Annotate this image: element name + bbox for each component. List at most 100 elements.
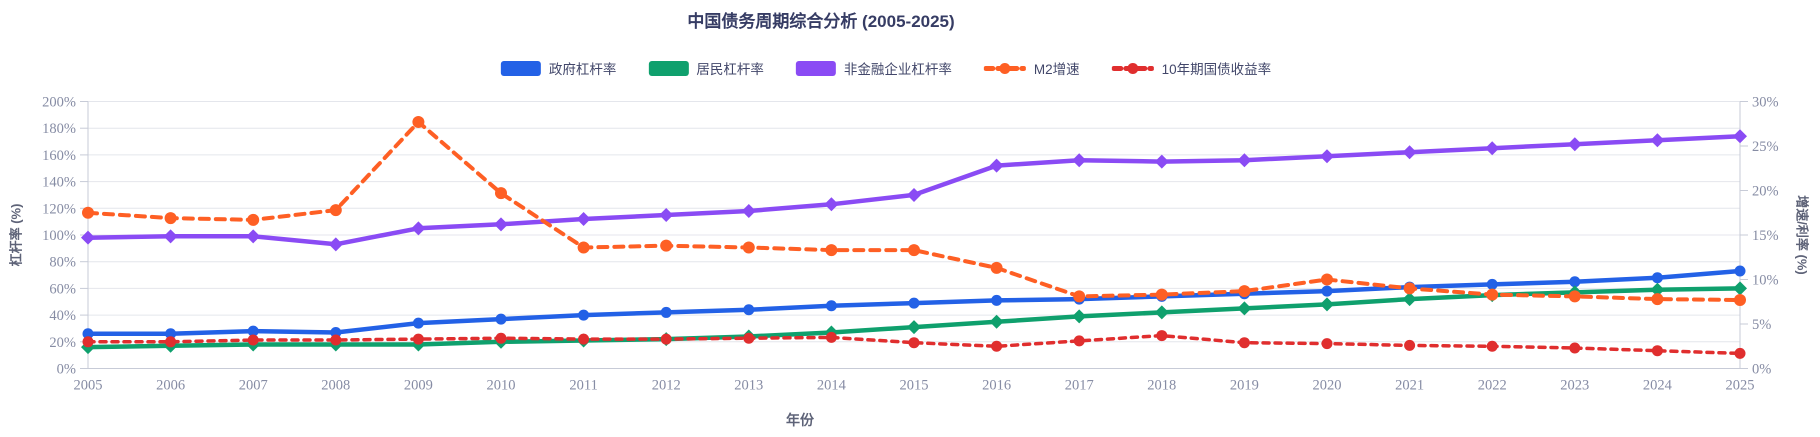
series-point-government-leverage	[412, 317, 424, 329]
series-line-m2-growth	[86, 120, 1742, 302]
series-point-government-leverage	[82, 328, 94, 340]
series-point-government-leverage	[743, 304, 755, 316]
series-point-government-leverage	[908, 297, 920, 309]
y-right-tick-label: 0%	[1752, 362, 1771, 378]
series-point-10y-treasury-yield	[165, 336, 177, 348]
series-point-government-leverage	[330, 326, 342, 338]
chart-title: 中国债务周期综合分析 (2005-2025)	[687, 12, 955, 31]
series-point-10y-treasury-yield	[991, 340, 1003, 352]
series-point-household-leverage	[1320, 297, 1334, 312]
series-point-m2-growth	[825, 244, 838, 257]
series-point-household-leverage	[907, 320, 921, 335]
series-point-household-leverage	[1650, 282, 1665, 297]
y-left-tick-label: 200%	[42, 95, 76, 111]
series-point-10y-treasury-yield	[1734, 347, 1746, 359]
series-point-corporate-leverage	[1567, 137, 1582, 152]
y-left-tick-label: 40%	[49, 308, 76, 324]
series-point-corporate-leverage	[659, 207, 674, 222]
series-point-10y-treasury-yield	[743, 332, 755, 344]
legend-swatch-government-leverage-icon	[500, 60, 541, 76]
legend-label-household-leverage: 居民杠杆率	[696, 62, 764, 77]
series-point-m2-growth	[660, 239, 673, 252]
series-point-corporate-leverage	[1320, 149, 1334, 164]
legend-item-household-leverage[interactable]: 居民杠杆率	[648, 58, 764, 78]
x-tick-label: 2016	[982, 378, 1011, 394]
legend-swatch-corporate-leverage-icon	[795, 60, 836, 76]
x-tick-label: 2020	[1313, 378, 1342, 394]
series-point-government-leverage	[247, 325, 259, 337]
series-point-corporate-leverage	[1072, 153, 1087, 168]
series-point-corporate-leverage	[576, 211, 591, 226]
x-tick-label: 2005	[74, 378, 103, 394]
series-point-corporate-leverage	[494, 217, 508, 232]
legend-item-corporate-leverage[interactable]: 非金融企业杠杆率	[795, 58, 952, 78]
x-tick-label: 2007	[239, 378, 268, 394]
y-left-tick-label: 60%	[49, 281, 76, 297]
legend-label-corporate-leverage: 非金融企业杠杆率	[843, 62, 952, 77]
series-point-10y-treasury-yield	[908, 337, 920, 349]
series-line-10y-treasury-yield	[86, 333, 1742, 356]
series-point-10y-treasury-yield	[1569, 342, 1581, 354]
series-point-m2-growth	[1651, 293, 1664, 306]
y-right-tick-label: 30%	[1752, 95, 1779, 111]
legend-label-m2-growth: M2增速	[1033, 62, 1080, 77]
x-tick-label: 2023	[1560, 378, 1589, 394]
series-point-10y-treasury-yield	[1651, 345, 1663, 357]
series-point-m2-growth	[1486, 288, 1499, 301]
series-point-corporate-leverage	[741, 203, 756, 218]
series-point-government-leverage	[578, 309, 590, 321]
x-tick-label: 2017	[1065, 378, 1094, 394]
series-point-corporate-leverage	[246, 229, 261, 244]
series-point-m2-growth	[577, 241, 590, 254]
y-left-tick-label: 100%	[42, 228, 76, 244]
x-tick-label: 2008	[321, 378, 350, 394]
y-left-tick-label: 0%	[57, 362, 76, 378]
legend-item-10y-treasury-yield[interactable]: 10年期国债收益率	[1111, 58, 1272, 78]
series-point-corporate-leverage	[81, 230, 95, 245]
y-left-tick-label: 80%	[49, 255, 76, 271]
legend-swatch-10y-treasury-yield-icon	[1111, 62, 1154, 74]
series-point-corporate-leverage	[411, 221, 426, 236]
y-right-tick-label: 15%	[1752, 228, 1779, 244]
series-point-10y-treasury-yield	[1073, 335, 1085, 347]
series-point-government-leverage	[495, 313, 507, 325]
series-point-10y-treasury-yield	[1404, 339, 1416, 351]
series-point-10y-treasury-yield	[1321, 338, 1333, 350]
series-point-household-leverage	[989, 314, 1004, 329]
legend-item-government-leverage[interactable]: 政府杠杆率	[500, 58, 616, 78]
series-point-m2-growth	[1073, 290, 1086, 303]
series-point-household-leverage	[1072, 309, 1087, 324]
x-tick-label: 2018	[1147, 378, 1176, 394]
y-left-tick-label: 20%	[49, 335, 76, 351]
y-left-tick-label: 140%	[42, 175, 76, 191]
series-point-m2-growth	[247, 213, 260, 226]
x-tick-label: 2010	[487, 378, 516, 394]
series-point-government-leverage	[165, 328, 177, 340]
series-point-government-leverage	[1569, 276, 1581, 288]
y-right-tick-label: 10%	[1752, 273, 1779, 289]
series-point-corporate-leverage	[1650, 133, 1665, 148]
series-point-government-leverage	[825, 300, 837, 312]
series-point-household-leverage	[1733, 281, 1747, 296]
series-point-corporate-leverage	[1733, 129, 1747, 144]
legend-item-m2-growth[interactable]: M2增速	[983, 58, 1080, 78]
x-tick-label: 2021	[1395, 378, 1424, 394]
series-point-corporate-leverage	[907, 187, 921, 202]
legend: 政府杠杆率 居民杠杆率 非金融企业杠杆率 M2增速 10年期国债收益率	[500, 58, 1272, 78]
legend-swatch-household-leverage-icon	[648, 60, 689, 76]
series-point-government-leverage	[991, 294, 1003, 306]
series-point-corporate-leverage	[328, 237, 343, 252]
x-tick-label: 2024	[1643, 378, 1673, 394]
series-point-corporate-leverage	[163, 229, 178, 244]
series-point-m2-growth	[329, 204, 342, 217]
y-left-tick-label: 160%	[42, 148, 76, 164]
x-tick-label: 2019	[1230, 378, 1259, 394]
x-axis-title: 年份	[786, 412, 814, 428]
legend-label-10y-treasury-yield: 10年期国债收益率	[1161, 62, 1272, 77]
y-left-tick-label: 180%	[42, 121, 76, 137]
series-point-m2-growth	[1155, 288, 1168, 301]
series-point-10y-treasury-yield	[412, 333, 424, 345]
series-point-government-leverage	[1486, 278, 1498, 290]
